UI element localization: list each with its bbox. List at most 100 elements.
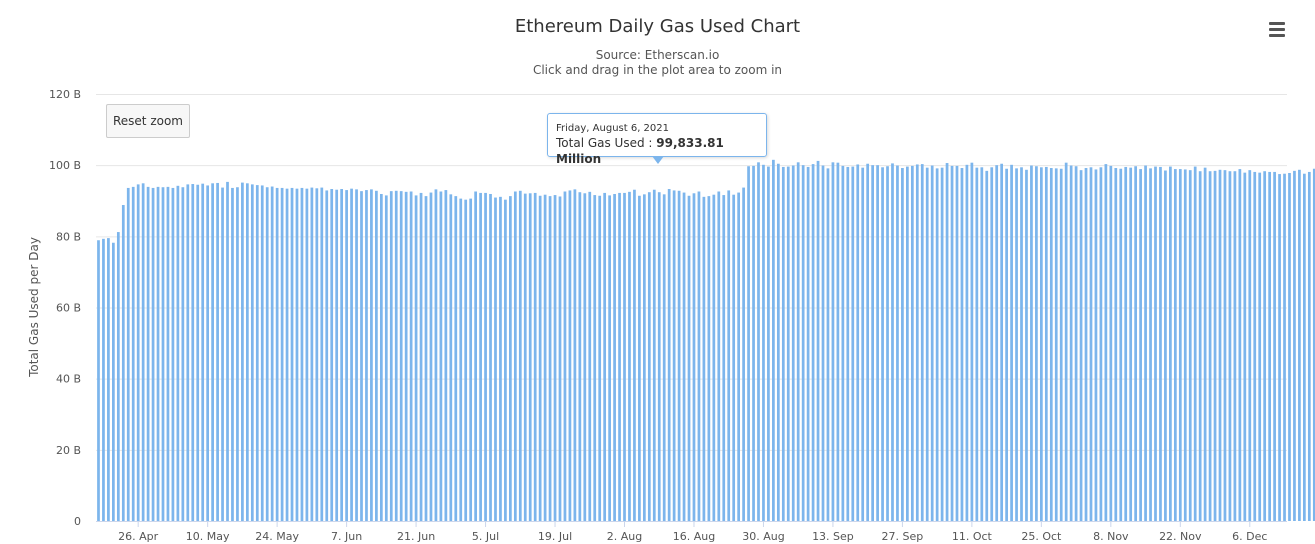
bar[interactable] [1089, 167, 1093, 522]
bar[interactable] [231, 187, 234, 521]
bar[interactable] [945, 163, 949, 521]
bar[interactable] [176, 185, 180, 521]
bar[interactable] [980, 167, 984, 522]
bar[interactable] [940, 167, 944, 521]
bar[interactable] [1039, 167, 1043, 522]
bar[interactable] [1129, 167, 1133, 521]
bar[interactable] [667, 189, 671, 521]
bar[interactable] [1109, 165, 1113, 521]
bar[interactable] [1198, 171, 1202, 521]
bar[interactable] [419, 192, 423, 522]
bar[interactable] [509, 196, 512, 521]
bar[interactable] [920, 164, 924, 521]
bar[interactable] [633, 189, 636, 521]
bar[interactable] [796, 162, 800, 521]
bar[interactable] [985, 170, 989, 522]
bar[interactable] [722, 195, 726, 521]
bar[interactable] [906, 166, 909, 521]
bar[interactable] [896, 165, 899, 521]
bar[interactable] [1000, 163, 1004, 522]
bar[interactable] [1312, 168, 1315, 522]
bar[interactable] [141, 183, 145, 521]
bar[interactable] [236, 187, 239, 522]
bar[interactable] [226, 181, 229, 521]
bar[interactable] [409, 191, 413, 522]
bar[interactable] [1283, 173, 1286, 521]
bar[interactable] [454, 196, 458, 521]
bar[interactable] [1238, 169, 1242, 521]
bar[interactable] [1273, 171, 1276, 521]
bar[interactable] [146, 186, 150, 521]
bar[interactable] [563, 191, 567, 522]
bar[interactable] [156, 186, 160, 521]
bar[interactable] [851, 166, 855, 521]
bar[interactable] [1213, 170, 1217, 522]
bar[interactable] [935, 168, 939, 521]
bar[interactable] [370, 189, 373, 522]
bar[interactable] [221, 187, 224, 521]
bar[interactable] [345, 190, 348, 521]
bar[interactable] [1293, 170, 1296, 522]
bar[interactable] [295, 188, 299, 521]
bar[interactable] [548, 196, 552, 521]
bar[interactable] [310, 187, 314, 521]
bar[interactable] [245, 183, 249, 521]
bar[interactable] [1307, 171, 1311, 521]
bar[interactable] [573, 189, 577, 522]
bar[interactable] [241, 182, 244, 521]
bar[interactable] [375, 190, 378, 522]
bar[interactable] [811, 164, 815, 521]
bar[interactable] [1228, 171, 1232, 521]
bar[interactable] [732, 194, 736, 521]
bar[interactable] [910, 165, 914, 521]
bar[interactable] [1134, 166, 1138, 522]
bar[interactable] [399, 191, 403, 521]
bar[interactable] [513, 191, 517, 522]
bar[interactable] [712, 194, 716, 521]
bar[interactable] [1208, 171, 1212, 521]
bar[interactable] [97, 240, 100, 521]
bar[interactable] [181, 187, 185, 522]
bar[interactable] [449, 194, 453, 521]
bar[interactable] [737, 192, 741, 521]
bar[interactable] [439, 191, 443, 522]
bar[interactable] [1059, 168, 1063, 522]
bar[interactable] [350, 188, 353, 521]
bar[interactable] [330, 189, 334, 521]
bar[interactable] [598, 195, 602, 521]
bar[interactable] [568, 190, 572, 521]
bar[interactable] [618, 192, 621, 522]
bar[interactable] [1144, 165, 1147, 521]
bar[interactable] [603, 192, 607, 522]
bar[interactable] [687, 195, 691, 521]
bar[interactable] [578, 192, 582, 521]
reset-zoom-button[interactable]: Reset zoom [106, 104, 190, 138]
bar[interactable] [638, 195, 641, 521]
bar[interactable] [801, 165, 805, 522]
bar[interactable] [623, 192, 626, 522]
bar[interactable] [613, 193, 616, 522]
bar[interactable] [901, 168, 904, 521]
bar[interactable] [523, 193, 527, 521]
bar[interactable] [121, 205, 125, 521]
bar[interactable] [379, 193, 383, 522]
bar[interactable] [1169, 166, 1172, 521]
bar[interactable] [757, 162, 760, 521]
bar[interactable] [588, 191, 592, 521]
bar[interactable] [1223, 170, 1227, 521]
bar[interactable] [151, 187, 155, 521]
bar[interactable] [1253, 171, 1257, 521]
bar[interactable] [1044, 166, 1048, 521]
bar[interactable] [355, 189, 358, 522]
bar[interactable] [265, 187, 269, 522]
bar[interactable] [672, 190, 676, 521]
bar[interactable] [1099, 167, 1103, 522]
bar[interactable] [469, 198, 473, 521]
bar[interactable] [260, 185, 264, 521]
bar[interactable] [682, 192, 686, 521]
bar[interactable] [424, 196, 428, 521]
bar[interactable] [161, 187, 165, 522]
bar[interactable] [717, 191, 721, 522]
bar[interactable] [1263, 171, 1267, 521]
